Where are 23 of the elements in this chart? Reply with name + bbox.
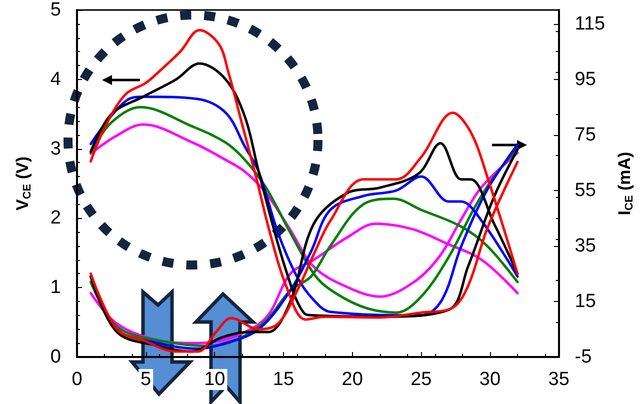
x-tick-label: 35 [548,369,570,390]
y2-tick-label: 95 [574,68,596,90]
y-tick-label: 2 [50,208,61,229]
y-tick-label: 4 [50,68,62,90]
x-tick-label: 0 [72,369,82,390]
y2-tick-label: 15 [574,290,596,312]
y2-tick-label: 75 [574,124,596,146]
y-tick-label: 0 [50,346,61,368]
y-tick-label: 5 [50,0,61,20]
x-tick-label: 15 [272,369,294,390]
y-axis-title: VCE (V) [13,156,34,211]
x-tick-label: 20 [342,369,363,390]
x-tick-label: 25 [410,369,432,390]
x-tick-label: 5 [140,369,152,390]
y2-tick-label: 115 [574,13,606,34]
y-tick-label: 3 [50,138,61,160]
y-tick-label: 1 [50,277,61,298]
y2-tick-label: -5 [574,346,592,368]
x-tick-label: 30 [479,369,501,390]
y2-axis-title: ICE (mA) [615,152,636,216]
x-tick-label: 10 [204,369,226,390]
y2-tick-label: 55 [574,180,596,201]
y2-tick-label: 35 [574,235,596,256]
